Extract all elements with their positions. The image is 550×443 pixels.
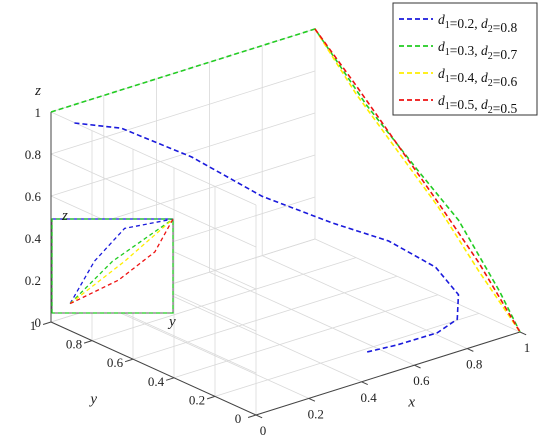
- axes-box: [42, 28, 527, 419]
- legend: d1=0.2, d2=0.8 d1=0.3, d2=0.7 d1=0.4, d2=0…: [392, 2, 538, 116]
- y-tick-label: 0.4: [148, 374, 165, 389]
- z-axis-label: z: [34, 83, 41, 99]
- y-tick-mark: [124, 358, 134, 363]
- x-tick-mark: [361, 381, 368, 386]
- inset-z-label: z: [61, 208, 68, 224]
- x-tick-label: 0: [260, 423, 267, 438]
- grid-line: [132, 275, 398, 360]
- grid-line: [156, 288, 362, 383]
- grid-line: [50, 111, 257, 206]
- legend-box: [392, 2, 538, 116]
- x-tick-mark: [308, 397, 316, 402]
- grid-line: [214, 313, 480, 397]
- inset-series-2: [69, 218, 174, 304]
- grid-line: [103, 305, 309, 399]
- z-tick-label: 0.8: [25, 147, 41, 162]
- y-tick-mark: [206, 395, 216, 400]
- axis-ticks: 00.20.40.60.8100.20.40.60.8100.20.40.60.…: [25, 83, 531, 438]
- y-tick-mark: [247, 414, 257, 418]
- series-line-3: [314, 28, 521, 333]
- grid-line: [50, 112, 316, 197]
- y-axis-label: y: [88, 391, 97, 407]
- x-tick-label: 0.6: [413, 373, 430, 388]
- y-tick-label: 0.2: [189, 392, 205, 407]
- series-lines: [50, 28, 521, 354]
- x-tick-mark: [466, 348, 474, 352]
- y-tick-mark: [165, 377, 175, 381]
- grid-line: [262, 255, 468, 349]
- series-line-1: [74, 122, 460, 354]
- x-tick-mark: [255, 414, 263, 419]
- legend-label: d1=0.2, d2=0.8: [438, 12, 517, 35]
- grid-line: [91, 257, 357, 341]
- y-tick-label: 1: [30, 318, 37, 333]
- z-tick-label: 0.2: [25, 273, 41, 288]
- y-tick-label: 0.8: [66, 337, 82, 352]
- legend-label: d1=0.3, d2=0.7: [438, 39, 517, 62]
- inset-series-4: [69, 218, 174, 305]
- x-tick-label: 0.2: [308, 406, 324, 421]
- series-line-4: [314, 28, 521, 333]
- x-tick-label: 1: [524, 340, 531, 355]
- y-tick-label: 0.6: [107, 355, 124, 370]
- y-axis-line: [50, 321, 257, 416]
- y-tick-mark: [42, 321, 52, 325]
- legend-label: d1=0.5, d2=0.5: [438, 93, 517, 116]
- z-tick-label: 1: [35, 105, 42, 120]
- x-tick-label: 0.8: [466, 357, 482, 372]
- x-axis-label: x: [407, 394, 415, 410]
- inset-series-5: [69, 218, 174, 305]
- z-tick-label: 0.6: [25, 189, 42, 204]
- inset-y-label: y: [167, 314, 176, 330]
- legend-label: d1=0.4, d2=0.6: [438, 66, 517, 89]
- y-tick-label: 0: [235, 411, 242, 426]
- z-tick-label: 0.4: [25, 231, 42, 246]
- x-axis-line: [255, 331, 521, 416]
- grid-line: [209, 271, 415, 366]
- x-tick-mark: [519, 331, 527, 336]
- grid-line: [173, 294, 439, 379]
- inset-chart: zy: [51, 208, 176, 330]
- series-line-2: [50, 28, 521, 333]
- inset-frame: [51, 218, 174, 314]
- x-tick-mark: [414, 364, 421, 369]
- grid-line: [50, 70, 316, 155]
- grid-line: [314, 238, 521, 333]
- y-tick-mark: [83, 340, 93, 344]
- x-tick-label: 0.4: [360, 390, 377, 405]
- z-tick-label: 0: [35, 315, 42, 330]
- grid-line: [50, 153, 257, 248]
